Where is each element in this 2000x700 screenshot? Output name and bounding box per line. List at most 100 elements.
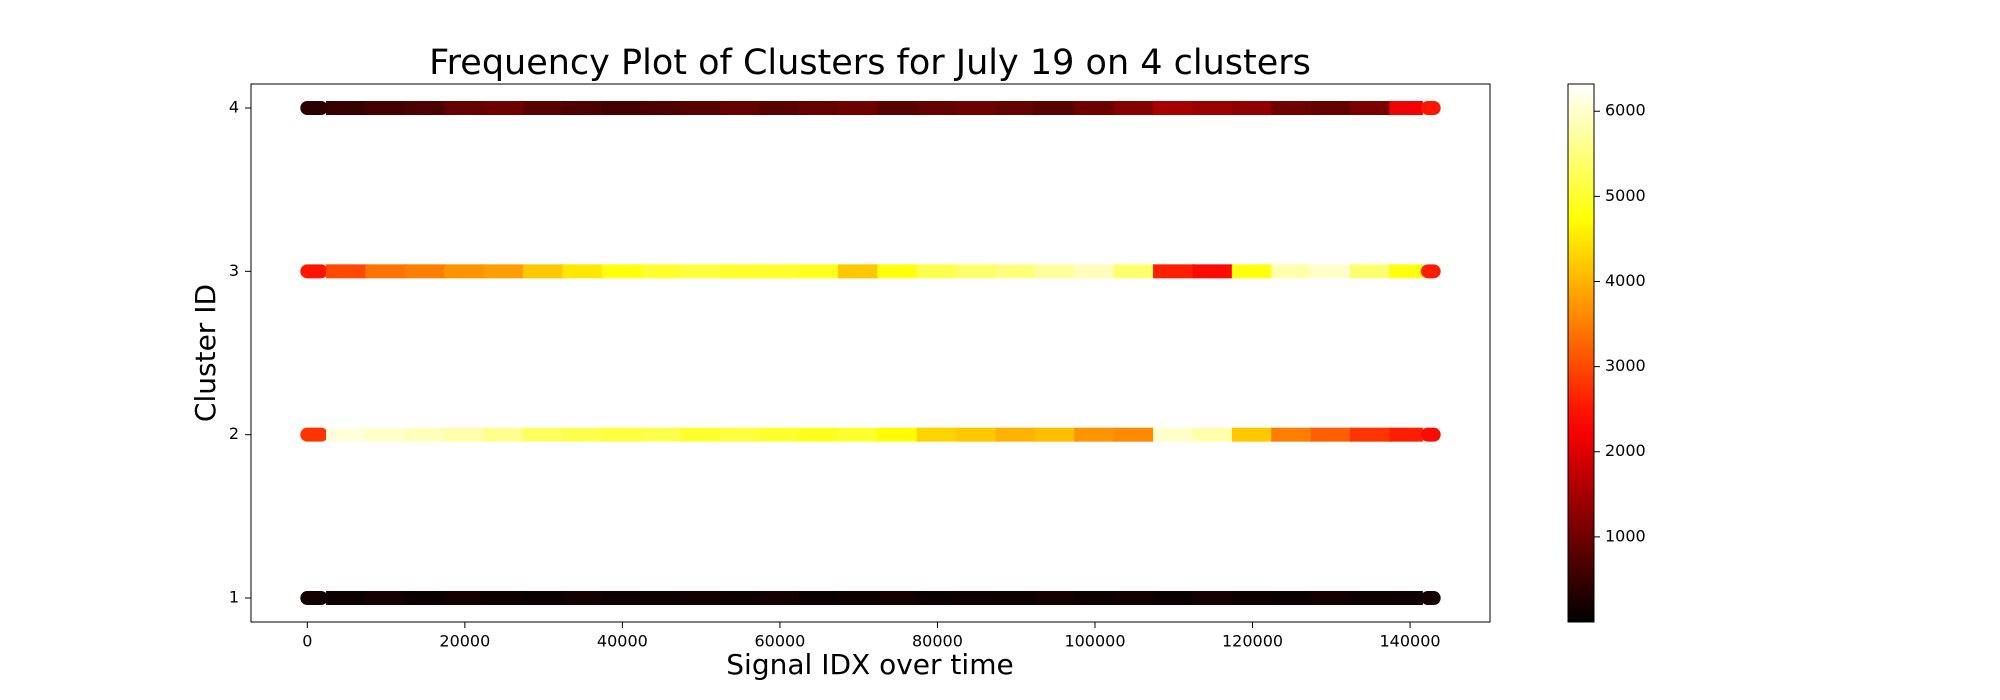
- point: [837, 101, 880, 116]
- point: [1349, 427, 1392, 442]
- colorbar-tick-label: 6000: [1605, 101, 1646, 120]
- point: [995, 427, 1037, 442]
- point: [641, 590, 683, 605]
- point: [916, 264, 959, 279]
- colorbar-tick-label: 4000: [1605, 271, 1646, 290]
- point: [300, 264, 329, 279]
- point: [1231, 101, 1274, 116]
- point: [759, 101, 801, 116]
- point: [956, 427, 998, 442]
- point: [1113, 590, 1156, 605]
- point: [1420, 590, 1441, 605]
- point: [522, 590, 565, 605]
- point: [365, 264, 407, 279]
- point: [759, 427, 801, 442]
- point: [300, 101, 329, 116]
- point: [916, 101, 959, 116]
- point: [300, 427, 329, 442]
- point: [365, 101, 407, 116]
- point: [444, 427, 486, 442]
- colorbar-tick-label: 1000: [1605, 526, 1646, 545]
- point: [1349, 264, 1392, 279]
- point: [1231, 590, 1274, 605]
- colorbar: [1567, 83, 1595, 623]
- point: [995, 101, 1037, 116]
- point: [300, 590, 329, 605]
- point: [995, 590, 1037, 605]
- point: [719, 101, 762, 116]
- point: [1271, 427, 1313, 442]
- colorbar-tick-label: 3000: [1605, 356, 1646, 375]
- point: [641, 427, 683, 442]
- point: [562, 427, 604, 442]
- point: [1192, 427, 1234, 442]
- point: [719, 427, 762, 442]
- point: [680, 264, 722, 279]
- colorbar-tick-label: 5000: [1605, 186, 1646, 205]
- point: [1349, 101, 1392, 116]
- point: [1271, 264, 1313, 279]
- point: [601, 264, 644, 279]
- plot-frame: [250, 83, 1491, 623]
- point: [404, 590, 447, 605]
- point: [719, 264, 762, 279]
- point: [1389, 101, 1423, 116]
- point: [1153, 427, 1195, 442]
- point: [798, 101, 840, 116]
- point: [916, 427, 959, 442]
- point: [326, 590, 368, 605]
- point: [1074, 101, 1116, 116]
- point: [837, 427, 880, 442]
- point: [956, 264, 998, 279]
- point: [522, 101, 565, 116]
- point: [798, 264, 840, 279]
- point: [680, 590, 722, 605]
- point: [641, 264, 683, 279]
- point: [326, 427, 368, 442]
- point: [1113, 264, 1156, 279]
- point: [1153, 590, 1195, 605]
- point: [916, 590, 959, 605]
- point: [404, 101, 447, 116]
- point: [1074, 590, 1116, 605]
- point: [601, 101, 644, 116]
- point: [798, 590, 840, 605]
- point: [522, 427, 565, 442]
- point: [877, 101, 919, 116]
- chart-title: Frequency Plot of Clusters for July 19 o…: [429, 43, 1311, 83]
- point: [1231, 427, 1274, 442]
- point: [877, 264, 919, 279]
- x-tick-label: 60000: [754, 632, 805, 651]
- point: [1310, 427, 1352, 442]
- point: [1389, 590, 1423, 605]
- point: [562, 264, 604, 279]
- point: [601, 590, 644, 605]
- point: [1034, 590, 1077, 605]
- point: [1310, 101, 1352, 116]
- point: [1074, 264, 1116, 279]
- point: [365, 590, 407, 605]
- point: [837, 590, 880, 605]
- point: [444, 101, 486, 116]
- point: [1113, 427, 1156, 442]
- x-tick-label: 80000: [912, 632, 963, 651]
- point: [1310, 590, 1352, 605]
- y-tick-label: 1: [229, 587, 239, 606]
- point: [837, 264, 880, 279]
- point: [365, 427, 407, 442]
- point: [483, 101, 525, 116]
- point: [1349, 590, 1392, 605]
- point: [1420, 101, 1441, 116]
- x-tick-label: 40000: [597, 632, 648, 651]
- point: [680, 101, 722, 116]
- point: [444, 590, 486, 605]
- point: [1420, 427, 1441, 442]
- point: [1034, 427, 1077, 442]
- point: [1192, 264, 1234, 279]
- point: [1420, 264, 1441, 279]
- point: [326, 264, 368, 279]
- point: [1231, 264, 1274, 279]
- point: [759, 590, 801, 605]
- point: [877, 590, 919, 605]
